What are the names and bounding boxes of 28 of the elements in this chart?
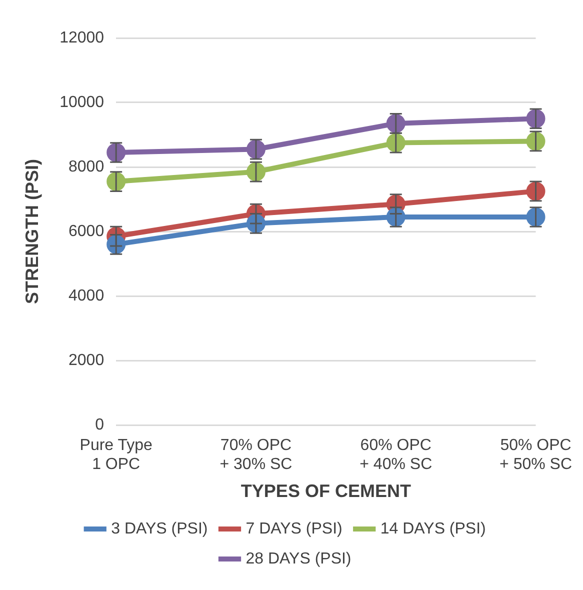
point <box>526 206 546 228</box>
point <box>386 132 406 154</box>
point <box>106 142 126 163</box>
x-tick-label: 60% OPC + 40% SC <box>360 437 432 474</box>
point <box>526 180 546 202</box>
y-tick-label: 6000 <box>68 222 104 240</box>
y-tick-label: 4000 <box>68 287 104 304</box>
legend-label: 28 DAYS (PSI) <box>246 550 352 568</box>
legend-label: 14 DAYS (PSI) <box>380 520 486 538</box>
x-tick-label: 50% OPC + 50% SC <box>500 437 572 474</box>
point <box>386 206 406 228</box>
y-tick-label: 10000 <box>60 94 104 111</box>
point <box>526 108 546 130</box>
y-tick-label: 12000 <box>60 29 104 46</box>
point <box>106 171 126 192</box>
y-tick-label: 0 <box>95 416 104 434</box>
x-tick-label: Pure Type 1 OPC <box>80 437 153 474</box>
x-tick-label: 70% OPC + 30% SC <box>220 437 292 474</box>
legend-label: 3 DAYS (PSI) <box>111 520 208 538</box>
point <box>526 130 546 152</box>
point <box>386 113 406 134</box>
point <box>246 138 266 160</box>
legend-label: 7 DAYS (PSI) <box>246 520 342 538</box>
y-tick-label: 8000 <box>68 158 104 176</box>
point <box>246 161 266 182</box>
y-tick-label: 2000 <box>68 352 104 369</box>
x-axis-title: TYPES OF CEMENT <box>240 481 411 502</box>
y-axis-title: STRENGTH (PSI) <box>22 158 42 304</box>
